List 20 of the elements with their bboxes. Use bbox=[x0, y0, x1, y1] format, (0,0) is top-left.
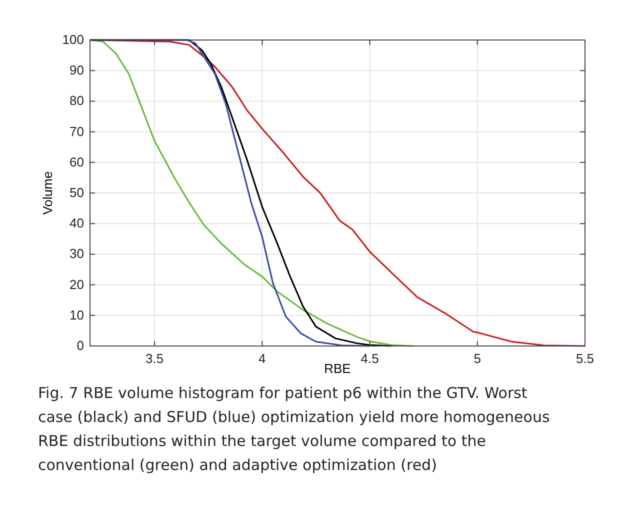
x-tick-label: 5.5 bbox=[576, 351, 594, 366]
y-tick-label: 30 bbox=[70, 246, 84, 262]
x-tick-label: 5 bbox=[474, 351, 482, 366]
y-tick-label: 70 bbox=[70, 124, 84, 139]
line-series bbox=[89, 39, 586, 347]
y-tick-label: 60 bbox=[70, 154, 84, 170]
y-tick-label: 0 bbox=[76, 338, 84, 353]
y-tick-label: 80 bbox=[70, 93, 84, 108]
y-tick-label: 90 bbox=[70, 62, 84, 78]
x-tick-label: 3.5 bbox=[146, 351, 164, 366]
y-tick-label: 10 bbox=[70, 307, 84, 322]
y-axis-title: Volume bbox=[40, 171, 55, 215]
y-tick-label: 50 bbox=[70, 185, 84, 200]
y-tick-label: 20 bbox=[70, 276, 84, 292]
x-axis-title: RBE bbox=[324, 361, 352, 376]
y-tick-label: 40 bbox=[70, 216, 84, 231]
y-tick-label: 100 bbox=[62, 32, 84, 47]
x-tick-label: 4 bbox=[258, 351, 266, 366]
x-tick-label: 4.5 bbox=[360, 351, 379, 366]
caption: Fig. 7 RBE volume histogram for patient p6 within the GTV. Worst case (black) and SFUD (blue) optimization yield more homogeneous RBE distributions within the target volume compared to the conventional (green) and adaptive optimization (red) bbox=[38, 384, 550, 474]
